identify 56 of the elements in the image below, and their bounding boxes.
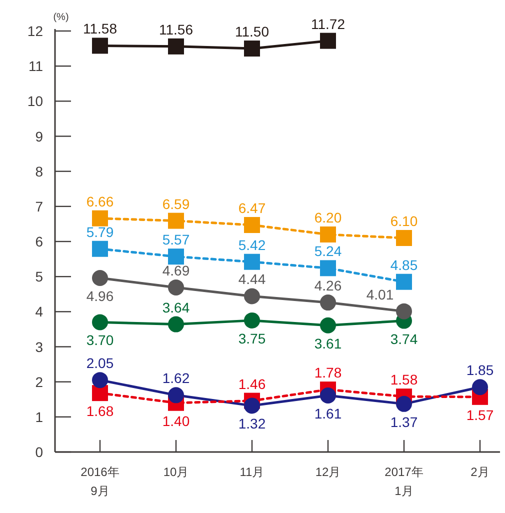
x-tick-label: 11月 xyxy=(240,465,264,479)
y-tick-label: 3 xyxy=(35,338,44,355)
data-label: 1.58 xyxy=(390,372,418,388)
data-label: 6.66 xyxy=(86,193,114,210)
data-label: 5.42 xyxy=(238,236,266,253)
data-label: 6.47 xyxy=(238,200,266,216)
data-label: 1.78 xyxy=(314,364,342,381)
data-label: 1.57 xyxy=(466,406,494,423)
data-label: 4.01 xyxy=(366,286,394,302)
y-tick-label: 4 xyxy=(35,304,44,320)
data-label: 11.50 xyxy=(235,24,270,40)
data-label: 3.70 xyxy=(86,332,114,348)
data-label: 1.40 xyxy=(162,412,190,429)
data-label: 3.75 xyxy=(238,330,266,346)
data-label: 1.61 xyxy=(314,406,342,422)
data-label: 4.44 xyxy=(238,271,266,288)
x-tick-label: 2016年 9月 xyxy=(80,465,120,498)
data-label: 11.56 xyxy=(159,21,194,38)
data-label: 4.26 xyxy=(314,278,342,294)
data-label: 1.68 xyxy=(86,403,114,420)
data-label: 3.64 xyxy=(162,299,190,316)
data-label: 1.37 xyxy=(390,414,418,430)
y-tick-label: 11 xyxy=(28,58,44,74)
x-tick-label: 12月 xyxy=(315,465,341,479)
y-tick-label: 5 xyxy=(35,268,44,285)
data-label: 3.74 xyxy=(390,330,418,347)
data-label: 4.69 xyxy=(162,262,190,278)
y-tick-label: 0 xyxy=(35,444,44,460)
x-tick-label: 2017年 1月 xyxy=(384,465,424,498)
data-label: 1.46 xyxy=(238,376,266,392)
data-label: 11.58 xyxy=(83,20,118,37)
x-tick-label: 10月 xyxy=(163,465,189,479)
y-tick-label: 2 xyxy=(35,374,44,390)
data-label: 5.57 xyxy=(162,232,190,248)
data-label: 6.59 xyxy=(162,196,190,212)
y-tick-label: 7 xyxy=(35,198,44,214)
data-label: 1.32 xyxy=(238,416,266,432)
data-label: 4.96 xyxy=(86,288,114,304)
data-label: 3.61 xyxy=(314,335,342,352)
y-tick-label: 8 xyxy=(35,163,44,180)
y-tick-label: 9 xyxy=(35,128,44,144)
data-label: 1.62 xyxy=(162,370,190,386)
data-label: 4.85 xyxy=(390,256,418,273)
data-label: 5.79 xyxy=(86,224,114,240)
x-tick-label: 2月 xyxy=(470,465,490,479)
data-label: 6.20 xyxy=(314,209,342,226)
data-label: 11.72 xyxy=(311,16,346,32)
data-label: 5.24 xyxy=(314,243,342,260)
y-axis-title: (%) xyxy=(53,12,69,23)
y-tick-label: 10 xyxy=(27,93,44,110)
y-tick-label: 1 xyxy=(35,408,44,425)
y-tick-label: 6 xyxy=(35,234,44,250)
data-label: 2.05 xyxy=(86,355,114,372)
data-label: 6.10 xyxy=(390,212,418,229)
data-label: 1.85 xyxy=(466,362,494,378)
y-tick-label: 12 xyxy=(27,23,44,39)
